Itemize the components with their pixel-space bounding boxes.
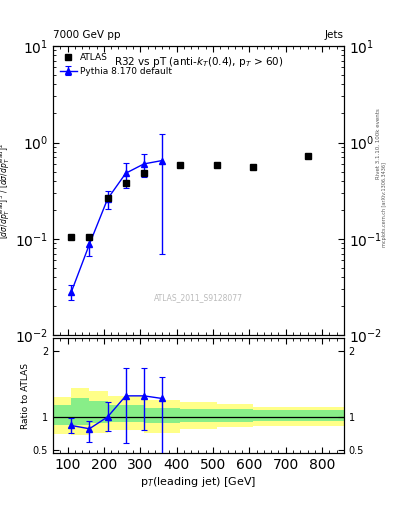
ATLAS — [305, 153, 310, 159]
Y-axis label: Ratio to ATLAS: Ratio to ATLAS — [21, 362, 30, 429]
Y-axis label: $[d\sigma/dp_T^{\rm lead}]^3$ / $[d\sigma/dp_T^{\rm lead}]^2$: $[d\sigma/dp_T^{\rm lead}]^3$ / $[d\sigm… — [0, 143, 12, 239]
ATLAS — [178, 162, 183, 168]
ATLAS — [69, 234, 73, 240]
ATLAS — [105, 195, 110, 201]
Line: ATLAS: ATLAS — [68, 153, 310, 241]
ATLAS — [214, 162, 219, 168]
ATLAS — [251, 164, 255, 170]
ATLAS — [123, 180, 128, 186]
Text: Jets: Jets — [325, 30, 344, 40]
Text: ATLAS_2011_S9128077: ATLAS_2011_S9128077 — [154, 293, 243, 302]
Text: Rivet 3.1.10, 100k events: Rivet 3.1.10, 100k events — [376, 108, 380, 179]
Text: R32 vs pT (anti-$k_T$(0.4), p$_T$ > 60): R32 vs pT (anti-$k_T$(0.4), p$_T$ > 60) — [114, 55, 283, 69]
Text: mcplots.cern.ch [arXiv:1306.3436]: mcplots.cern.ch [arXiv:1306.3436] — [382, 162, 387, 247]
Legend: ATLAS, Pythia 8.170 default: ATLAS, Pythia 8.170 default — [57, 51, 175, 78]
ATLAS — [87, 234, 92, 240]
X-axis label: p$_T$(leading jet) [GeV]: p$_T$(leading jet) [GeV] — [140, 475, 257, 489]
Text: 7000 GeV pp: 7000 GeV pp — [53, 30, 121, 40]
ATLAS — [141, 170, 146, 176]
